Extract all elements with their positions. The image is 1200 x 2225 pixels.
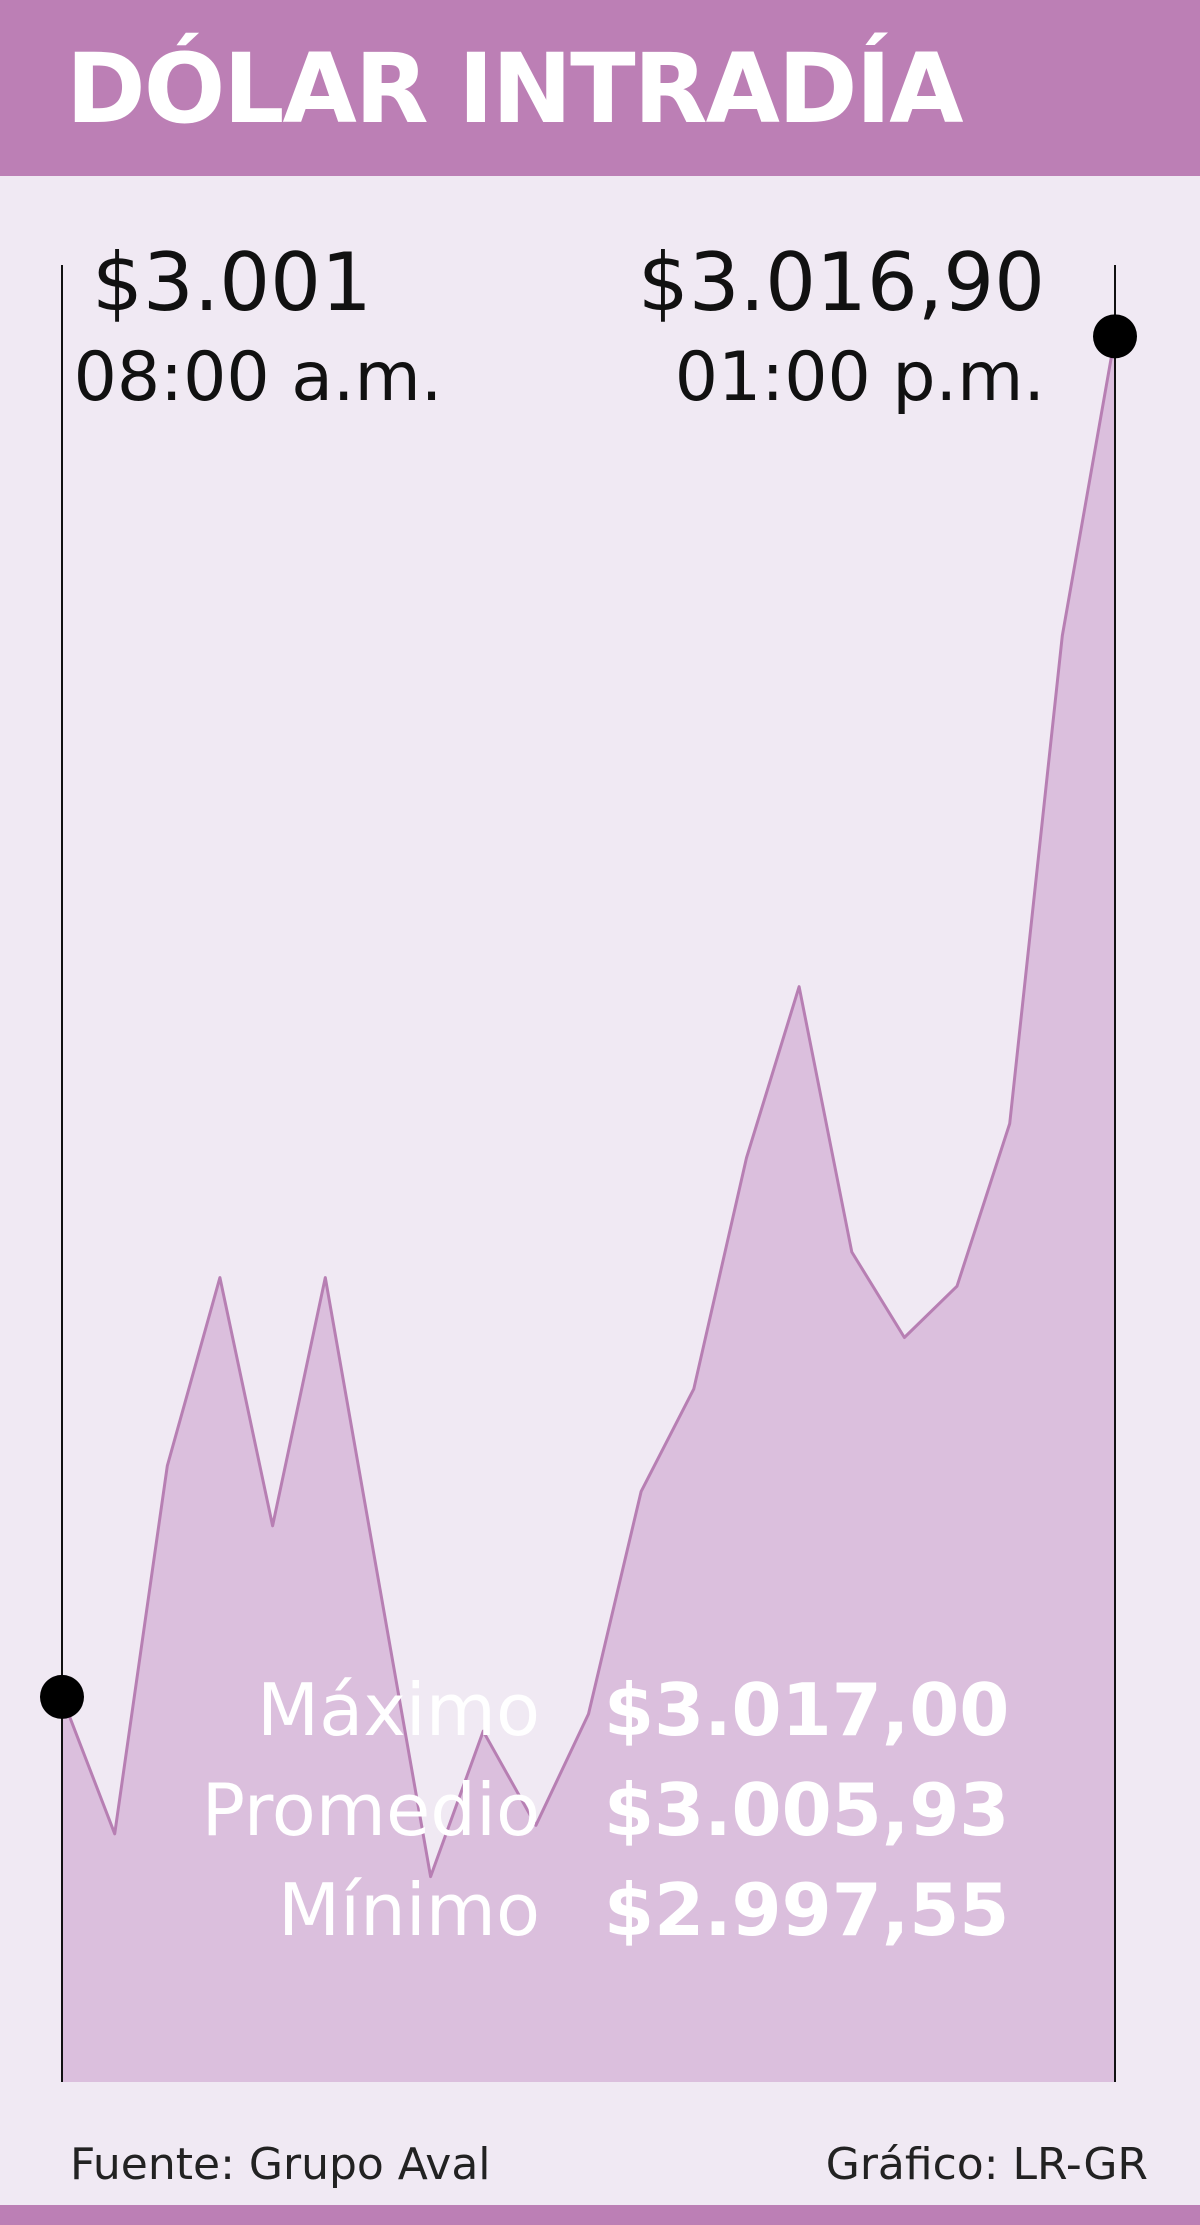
start-point-marker <box>40 1674 84 1719</box>
header-bar: DÓLAR INTRADÍA <box>0 0 1200 176</box>
end-value-label: $3.016,90 <box>638 236 1045 329</box>
series-line <box>60 336 1117 1879</box>
stat-row-min: Mínimo $2.997,55 <box>0 1860 1200 1960</box>
source-note: Fuente: Grupo Aval <box>70 2139 491 2190</box>
start-time-label: 08:00 a.m. <box>74 338 443 417</box>
stat-value-max: $3.017,00 <box>604 1668 1010 1752</box>
bottom-bar <box>0 2205 1200 2225</box>
end-time-label: 01:00 p.m. <box>675 338 1045 417</box>
stat-value-avg: $3.005,93 <box>604 1768 1010 1852</box>
credit-note: Gráfico: LR-GR <box>825 2139 1148 2190</box>
stat-label-avg: Promedio <box>201 1768 540 1852</box>
area-fill <box>62 336 1115 2082</box>
stat-label-max: Máximo <box>256 1668 540 1752</box>
stat-label-min: Mínimo <box>278 1868 540 1952</box>
stat-row-max: Máximo $3.017,00 <box>0 1660 1200 1760</box>
end-point-marker <box>1093 314 1137 359</box>
start-value-label: $3.001 <box>92 236 372 329</box>
chart-title: DÓLAR INTRADÍA <box>66 33 964 145</box>
stat-value-min: $2.997,55 <box>604 1868 1010 1952</box>
stat-row-avg: Promedio $3.005,93 <box>0 1760 1200 1860</box>
